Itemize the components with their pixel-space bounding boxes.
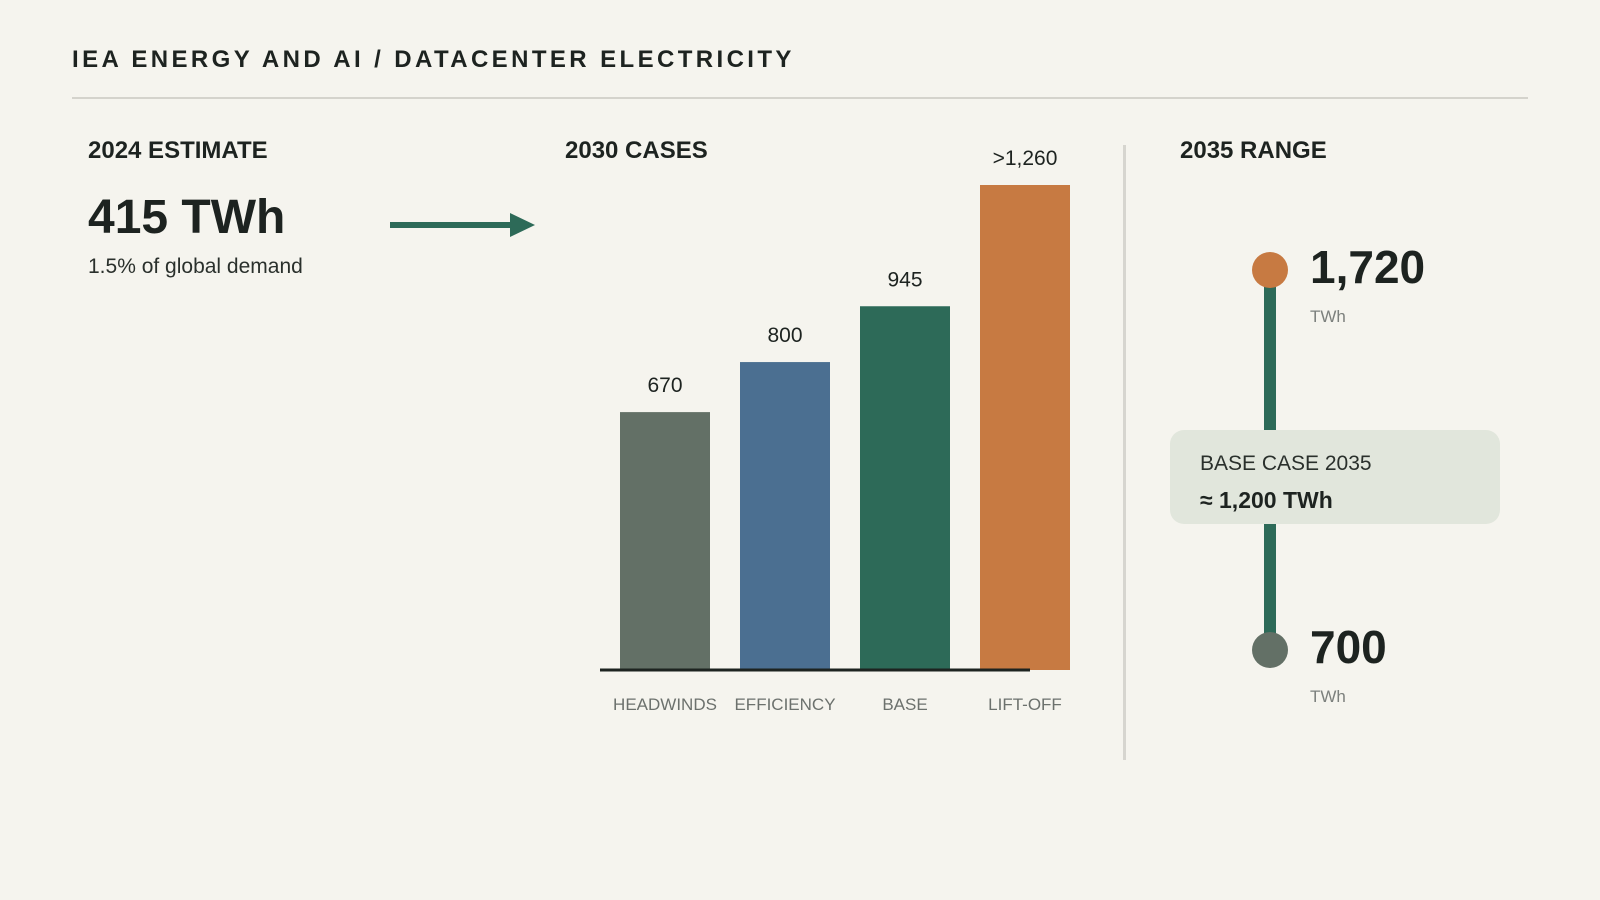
bar-value-label: 800 [767,324,802,347]
base-case-value: ≈ 1,200 TWh [1200,487,1333,513]
range-low-unit: TWh [1310,687,1346,706]
bar-category-label: BASE [882,695,927,714]
cases-label: 2030 CASES [565,137,708,164]
range-high-unit: TWh [1310,307,1346,326]
bar-lift-off [980,185,1070,670]
range-low-value: 700 [1310,621,1387,673]
bar-value-label: >1,260 [993,147,1058,170]
bar-category-label: LIFT-OFF [988,695,1062,714]
bar-category-label: HEADWINDS [613,695,717,714]
estimate-value: 415 TWh [88,191,286,244]
bar-efficiency [740,362,830,670]
section-divider [1123,145,1126,760]
bar-headwinds [620,412,710,670]
bar-base [860,306,950,670]
bar-category-label: EFFICIENCY [734,695,835,714]
base-case-label: BASE CASE 2035 [1200,452,1372,475]
range-label: 2035 RANGE [1180,137,1327,164]
range-high-value: 1,720 [1310,241,1426,293]
base-case-card: BASE CASE 2035 ≈ 1,200 TWh [1170,430,1500,524]
estimate-label: 2024 ESTIMATE [88,137,268,164]
estimate-subtext: 1.5% of global demand [88,255,303,278]
bar-value-label: 945 [887,268,922,291]
page-title: IEA ENERGY AND AI / DATACENTER ELECTRICI… [72,46,795,73]
bar-value-label: 670 [647,374,682,397]
arrow-right-icon [390,213,535,237]
header-divider [72,97,1528,99]
